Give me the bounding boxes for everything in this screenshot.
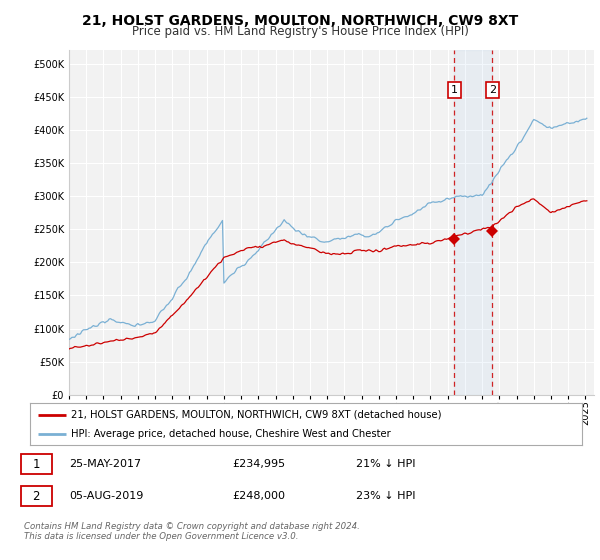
Text: Price paid vs. HM Land Registry's House Price Index (HPI): Price paid vs. HM Land Registry's House …: [131, 25, 469, 38]
Text: HPI: Average price, detached house, Cheshire West and Chester: HPI: Average price, detached house, Ches…: [71, 429, 391, 439]
Text: 21% ↓ HPI: 21% ↓ HPI: [356, 459, 416, 469]
Text: 2: 2: [32, 489, 40, 503]
FancyBboxPatch shape: [21, 454, 52, 474]
Text: £234,995: £234,995: [232, 459, 286, 469]
Bar: [454, 50, 492, 395]
Text: 05-AUG-2019: 05-AUG-2019: [69, 491, 143, 501]
Text: 1: 1: [451, 85, 458, 95]
Text: 1: 1: [32, 458, 40, 471]
Text: 21, HOLST GARDENS, MOULTON, NORTHWICH, CW9 8XT: 21, HOLST GARDENS, MOULTON, NORTHWICH, C…: [82, 14, 518, 28]
FancyBboxPatch shape: [21, 486, 52, 506]
Text: 23% ↓ HPI: 23% ↓ HPI: [356, 491, 416, 501]
Text: 25-MAY-2017: 25-MAY-2017: [69, 459, 141, 469]
Text: 2: 2: [489, 85, 496, 95]
Text: £248,000: £248,000: [232, 491, 286, 501]
Text: Contains HM Land Registry data © Crown copyright and database right 2024.
This d: Contains HM Land Registry data © Crown c…: [24, 522, 360, 542]
Text: 21, HOLST GARDENS, MOULTON, NORTHWICH, CW9 8XT (detached house): 21, HOLST GARDENS, MOULTON, NORTHWICH, C…: [71, 409, 442, 419]
